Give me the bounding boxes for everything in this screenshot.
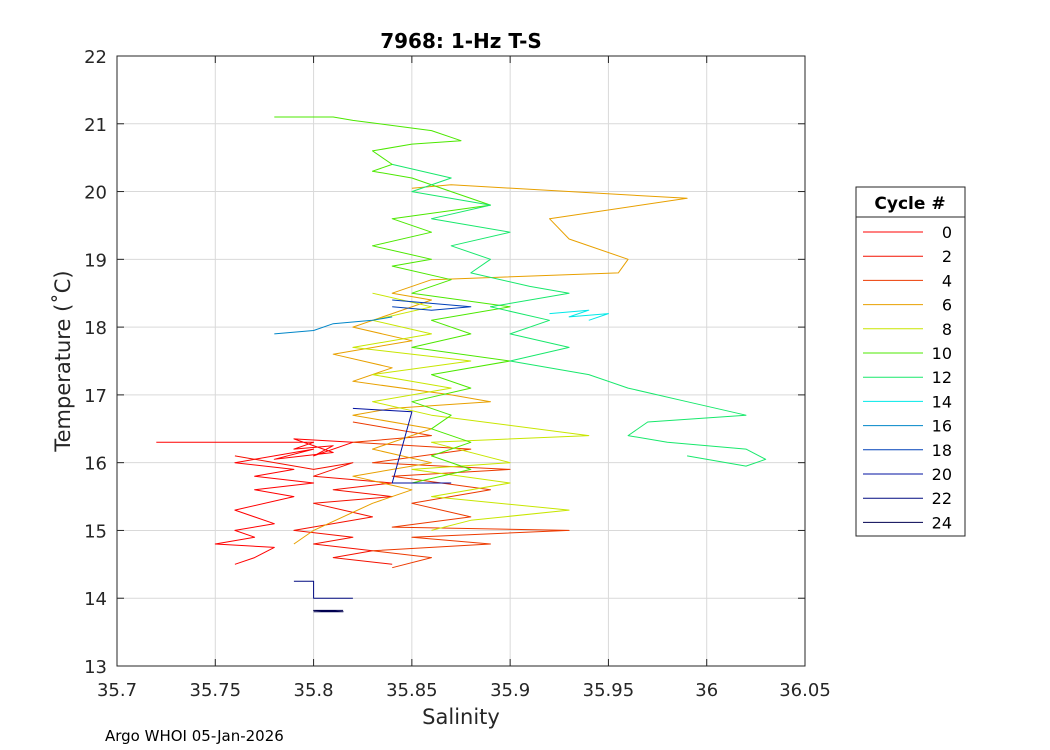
legend-entry: 20 [863, 465, 952, 484]
legend-entry: 10 [863, 344, 952, 363]
series-line-cycle-18 [392, 299, 472, 311]
x-tick-label: 35.9 [490, 680, 530, 701]
x-tick-label: 35.7 [97, 680, 137, 701]
credit-text: Argo WHOI 05-Jan-2026 [105, 727, 284, 745]
series-line-cycle-8 [352, 292, 590, 531]
y-tick-label: 22 [84, 47, 107, 68]
y-tick-label: 14 [84, 589, 107, 610]
chart-title: 7968: 1-Hz T-S [380, 29, 542, 53]
legend-label: 16 [932, 417, 952, 436]
legend-entry: 0 [863, 223, 952, 242]
y-tick-label: 20 [84, 183, 107, 204]
series-line-cycle-24 [313, 609, 344, 613]
series-line-cycle-6 [293, 184, 688, 545]
y-tick-label: 19 [84, 250, 107, 271]
legend-box [855, 186, 966, 537]
legend-entry: 14 [863, 392, 952, 411]
legend-label: 8 [942, 320, 952, 339]
legend-entry: 16 [863, 417, 952, 436]
legend-label: 22 [932, 489, 952, 508]
series-line-cycle-16 [274, 316, 393, 335]
y-axis-label: Temperature (˚C) [51, 270, 75, 452]
series-line-cycle-22 [293, 580, 353, 599]
legend-entry: 8 [863, 320, 952, 339]
y-tick-label: 17 [84, 386, 107, 407]
y-tick-label: 15 [84, 521, 107, 542]
legend-label: 24 [932, 513, 952, 532]
legend-entry: 24 [863, 513, 952, 532]
legend-label: 18 [932, 441, 952, 460]
series-line-cycle-14 [549, 309, 609, 321]
series-line-cycle-10 [274, 116, 511, 484]
legend-entry: 2 [863, 247, 952, 266]
series-line-cycle-12 [392, 163, 767, 467]
y-tick-label: 16 [84, 454, 107, 475]
ticks: 35.7 35.75 35.8 35.85 35.9 35.95 36 36.05 13 14 15… [84, 47, 831, 701]
legend-entry: 18 [863, 441, 952, 460]
x-tick-label: 35.85 [386, 680, 438, 701]
series-line-cycle-4 [352, 421, 570, 569]
legend-entry: 6 [863, 296, 952, 315]
x-axis-label: Salinity [422, 705, 500, 729]
legend-entry: 12 [863, 368, 952, 387]
x-tick-label: 35.75 [190, 680, 242, 701]
series-layer [156, 116, 767, 613]
series-line-cycle-0 [156, 438, 354, 565]
legend-entry: 22 [863, 489, 952, 508]
legend-label: 6 [942, 296, 952, 315]
legend-label: 10 [932, 344, 952, 363]
plot-frame [116, 55, 806, 667]
x-tick-label: 35.8 [294, 680, 334, 701]
x-tick-label: 36.05 [779, 680, 831, 701]
legend-label: 2 [942, 247, 952, 266]
x-tick-label: 36 [695, 680, 718, 701]
plot-area [117, 56, 805, 666]
legend-label: 12 [932, 368, 952, 387]
series-line-cycle-20 [352, 407, 452, 484]
x-tick-label: 35.95 [583, 680, 635, 701]
y-tick-label: 21 [84, 115, 107, 136]
legend-entry: 4 [863, 271, 952, 290]
y-tick-label: 18 [84, 318, 107, 339]
legend-label: 20 [932, 465, 952, 484]
series-line-cycle-2 [234, 455, 393, 565]
legend-label: 14 [932, 392, 952, 411]
legend-title: Cycle # [874, 194, 945, 214]
legend-label: 0 [942, 223, 952, 242]
y-tick-label: 13 [84, 657, 107, 678]
legend-label: 4 [942, 271, 952, 290]
